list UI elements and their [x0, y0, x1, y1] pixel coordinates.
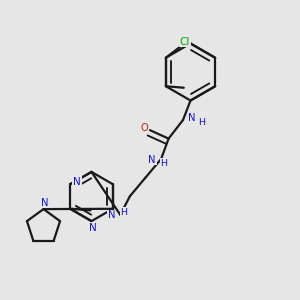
- Text: O: O: [141, 123, 148, 133]
- Text: H: H: [120, 208, 128, 217]
- Text: N: N: [188, 113, 195, 124]
- Text: N: N: [41, 197, 49, 208]
- Text: N: N: [148, 154, 156, 165]
- Text: Cl: Cl: [179, 37, 190, 46]
- Text: H: H: [160, 159, 168, 168]
- Text: N: N: [89, 223, 97, 233]
- Text: N: N: [73, 177, 81, 187]
- Text: N: N: [107, 210, 115, 220]
- Text: H: H: [198, 118, 206, 127]
